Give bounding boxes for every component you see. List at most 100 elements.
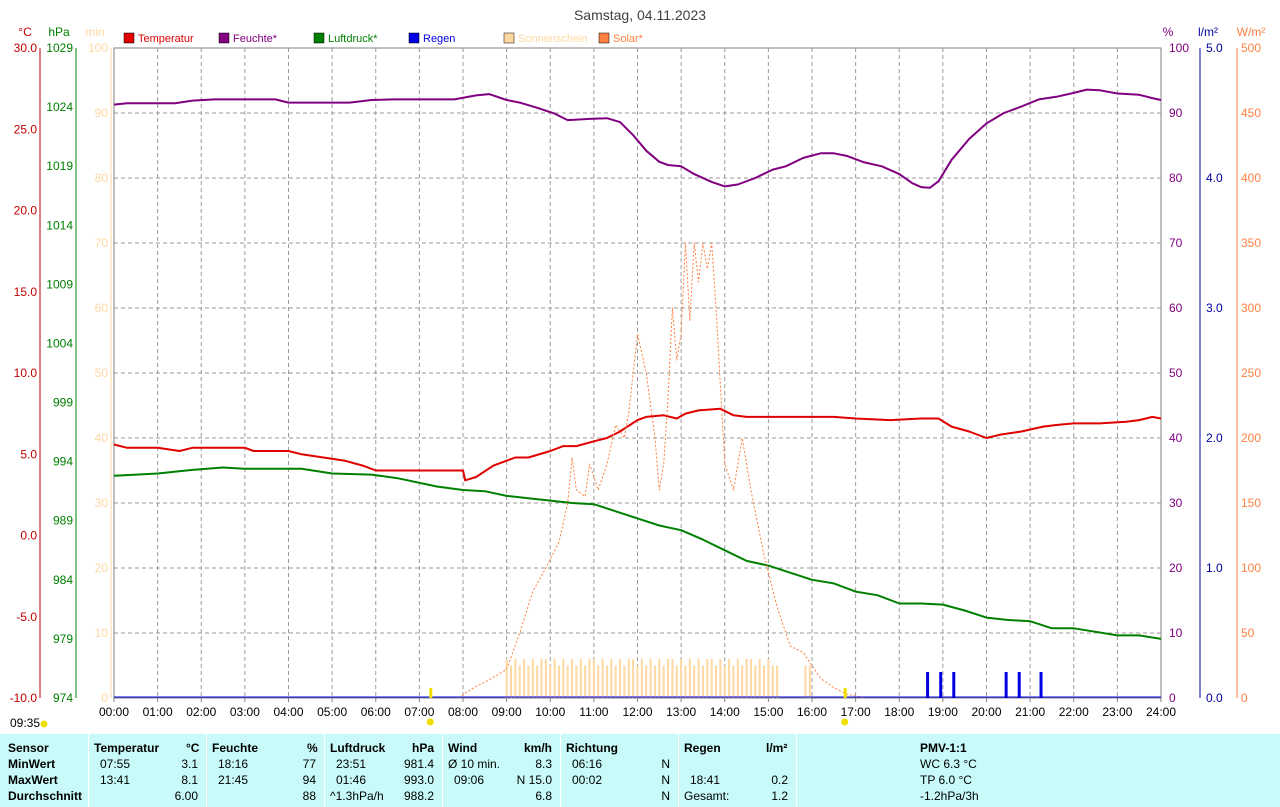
rain-total-value: 1.2 [771, 789, 788, 803]
sunshine-bar [553, 659, 556, 698]
humidity-axis-tick: 50 [1169, 366, 1183, 380]
temp-axis-tick: -5.0 [16, 610, 37, 624]
sunshine-bar [808, 665, 811, 698]
x-tick-label: 04:00 [273, 705, 303, 719]
sunshine-bar [745, 659, 748, 698]
table-divider [88, 734, 89, 807]
x-tick-label: 20:00 [971, 705, 1001, 719]
pressure-unit-label: hPa [48, 25, 70, 39]
pressure-axis-tick: 1024 [46, 100, 73, 114]
pmv-tp: TP 6.0 °C [920, 773, 972, 787]
temp-axis-tick: 20.0 [14, 204, 38, 218]
dir-max-time: 00:02 [572, 773, 603, 787]
hum-min-time: 18:16 [218, 757, 249, 771]
press-min-value: 981.4 [403, 757, 434, 771]
sunshine-bar [653, 665, 656, 698]
solar-unit-label: W/m² [1237, 25, 1266, 39]
rain-max-value: 0.2 [771, 773, 788, 787]
sunshine-bar [619, 659, 622, 698]
x-tick-label: 16:00 [797, 705, 827, 719]
legend-swatch [123, 32, 135, 44]
rain-unit-label: l/m² [1198, 25, 1218, 39]
header-humidity-unit: % [307, 741, 318, 755]
header-rain-unit: l/m² [766, 741, 788, 755]
sunshine-axis-tick: 90 [95, 106, 109, 120]
marker-bar [843, 688, 847, 698]
sunshine-bar [671, 659, 674, 698]
rain-bar [1017, 672, 1021, 698]
pressure-axis-tick: 1009 [46, 277, 73, 291]
header-pressure-unit: hPa [412, 741, 435, 755]
press-max-time: 01:46 [336, 773, 367, 787]
hum-max-time: 21:45 [218, 773, 249, 787]
series-line-temp [113, 407, 1162, 482]
pmv-pressure-trend: -1.2hPa/3h [920, 789, 979, 803]
stats-table: Sensor Temperatur °C Feuchte % Luftdruck… [0, 734, 1280, 807]
sunshine-bar [509, 665, 512, 698]
sunshine-bar [649, 659, 652, 698]
hum-min-value: 77 [302, 757, 316, 771]
axes: 00:00 01:00 02:00 03:00 04:00 05:00 06:00 07:00… [10, 25, 1266, 730]
x-tick-label: 12:00 [622, 705, 652, 719]
x-tick-label: 07:00 [404, 705, 434, 719]
pressure-axis-tick: 1004 [46, 336, 73, 350]
sunshine-bar [531, 659, 534, 698]
press-max-value: 993.0 [403, 773, 434, 787]
dir-avg-value: N [661, 789, 670, 803]
sunshine-bar [627, 659, 630, 698]
sunshine-bar [763, 665, 766, 698]
hum-avg-value: 88 [302, 789, 316, 803]
sunshine-bar [776, 665, 779, 698]
x-tick-label: 03:00 [230, 705, 260, 719]
sunshine-bar [715, 665, 718, 698]
sunshine-bar [592, 659, 595, 698]
sunshine-axis-tick: 50 [95, 366, 109, 380]
sunshine-axis-tick: 80 [95, 171, 109, 185]
solar-axis-tick: 250 [1241, 366, 1261, 380]
x-tick-label: 23:00 [1102, 705, 1132, 719]
legend-swatch [503, 32, 515, 44]
temp-axis-tick: 0.0 [20, 529, 37, 543]
temp-min-time: 07:55 [100, 757, 131, 771]
sunshine-bar [754, 665, 757, 698]
sunshine-bar [597, 665, 600, 698]
sunshine-bar [523, 659, 526, 698]
x-tick-label: 15:00 [753, 705, 783, 719]
humidity-axis-tick: 10 [1169, 626, 1183, 640]
temp-max-value: 8.1 [181, 773, 198, 787]
pressure-axis-tick: 989 [53, 514, 73, 528]
sunshine-bar [544, 659, 547, 698]
sunshine-bar [562, 659, 565, 698]
rain-axis-tick: 5.0 [1206, 41, 1223, 55]
sunshine-bar [688, 659, 691, 698]
sunshine-bar [610, 659, 613, 698]
rain-total-label: Gesamt: [684, 789, 730, 803]
legend: Temperatur Feuchte* Luftdruck* Regen Sonnens… [123, 32, 644, 45]
table-divider [560, 734, 561, 807]
pressure-axis-tick: 994 [53, 455, 73, 469]
x-tick-label: 22:00 [1059, 705, 1089, 719]
x-tick-label: 10:00 [535, 705, 565, 719]
legend-label: Sonnenschein [518, 33, 588, 45]
header-temperature: Temperatur [94, 741, 160, 755]
temp-axis-tick: 5.0 [20, 447, 37, 461]
legend-swatch [313, 32, 325, 44]
humidity-unit-label: % [1163, 25, 1174, 39]
sunshine-axis-tick: 30 [95, 496, 109, 510]
legend-swatch [598, 32, 610, 44]
marker-label: 09:35 [10, 716, 40, 730]
solar-axis-tick: 450 [1241, 106, 1261, 120]
sunshine-bar [736, 659, 739, 698]
legend-swatch [408, 32, 420, 44]
legend-swatch [218, 32, 230, 44]
rain-bar [1039, 672, 1043, 698]
rain-axis-tick: 1.0 [1206, 561, 1223, 575]
legend-label: Temperatur [138, 33, 194, 45]
header-humidity: Feuchte [212, 741, 259, 755]
temp-axis-tick: 25.0 [14, 122, 38, 136]
series-line-solar [458, 242, 865, 699]
solar-axis-tick: 400 [1241, 171, 1261, 185]
sunshine-axis-tick: 40 [95, 431, 109, 445]
sunshine-bar [758, 659, 761, 698]
pressure-axis-tick: 1014 [46, 218, 73, 232]
